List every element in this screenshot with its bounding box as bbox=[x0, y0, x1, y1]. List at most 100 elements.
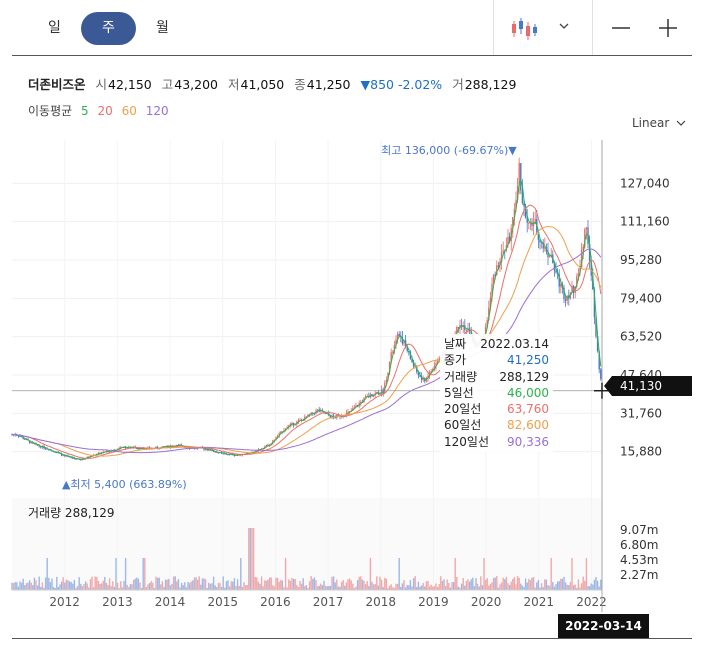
volume-bar bbox=[275, 577, 277, 590]
volume-bar bbox=[384, 577, 386, 590]
volume-bar bbox=[176, 581, 178, 590]
volume-bar bbox=[217, 582, 220, 590]
volume-bar bbox=[73, 579, 76, 590]
volume-bar bbox=[560, 578, 562, 590]
candle-body bbox=[398, 333, 400, 337]
candle-body bbox=[513, 208, 516, 218]
ma-legend-120[interactable]: 120 bbox=[145, 104, 169, 118]
volume-bar bbox=[347, 579, 349, 590]
ma-legend-5[interactable]: 5 bbox=[81, 104, 89, 118]
volume-bar bbox=[510, 581, 512, 590]
candle-body bbox=[433, 366, 436, 370]
volume-bar bbox=[539, 587, 541, 590]
volume-bar bbox=[505, 576, 508, 590]
volume-bar bbox=[348, 578, 351, 590]
volume-bar bbox=[457, 586, 460, 590]
price-tick-label: 31,760 bbox=[620, 406, 662, 420]
volume-bar bbox=[376, 576, 378, 590]
volume-bar bbox=[152, 582, 154, 590]
candle-body bbox=[548, 256, 551, 258]
axes: 127,040111,16095,28079,40063,52047,64031… bbox=[12, 140, 670, 609]
ma-legend-20[interactable]: 20 bbox=[97, 104, 113, 118]
volume-bar bbox=[310, 576, 312, 590]
tooltip-value: 41,250 bbox=[507, 353, 549, 368]
scale-selector[interactable]: Linear bbox=[632, 116, 686, 130]
volume-bar bbox=[313, 577, 316, 590]
candle-body bbox=[526, 217, 528, 223]
ma-legend-60[interactable]: 60 bbox=[121, 104, 137, 118]
volume-bar bbox=[161, 581, 164, 590]
volume-bar bbox=[256, 577, 258, 590]
chevron-down-icon[interactable] bbox=[557, 12, 571, 45]
volume-bar bbox=[500, 582, 503, 590]
volume-bar bbox=[542, 587, 544, 590]
candle-body bbox=[502, 250, 504, 253]
volume-bar bbox=[529, 580, 532, 590]
volume-tick-label: 9.07m bbox=[620, 523, 658, 537]
volume-bar bbox=[294, 578, 296, 590]
volume-bar bbox=[265, 580, 268, 590]
high-value: 43,200 bbox=[174, 77, 219, 92]
volume-value: 288,129 bbox=[464, 77, 517, 92]
candle-body bbox=[44, 448, 47, 450]
crosshair-date-label: 2022-03-14 bbox=[558, 614, 649, 638]
volume-bar bbox=[459, 587, 461, 590]
high-label: 고 bbox=[161, 77, 174, 92]
volume-bar bbox=[243, 582, 245, 590]
volume-bar bbox=[393, 587, 396, 590]
candle-body bbox=[496, 265, 498, 276]
year-tick-label: 2019 bbox=[418, 595, 449, 609]
volume-bar bbox=[467, 579, 469, 590]
candle-body bbox=[59, 452, 61, 454]
volume-bar bbox=[320, 583, 322, 590]
minus-icon[interactable] bbox=[610, 12, 632, 45]
volume-bar bbox=[520, 583, 522, 590]
candlestick-icon[interactable] bbox=[510, 12, 540, 45]
volume-bar bbox=[292, 578, 295, 590]
candle-body bbox=[224, 453, 226, 455]
volume-bar bbox=[118, 587, 120, 590]
tab-week[interactable]: 주 bbox=[81, 12, 136, 45]
volume-bar bbox=[40, 586, 42, 590]
volume-bar bbox=[531, 577, 533, 590]
plus-icon[interactable] bbox=[657, 12, 679, 45]
volume-bar bbox=[160, 584, 162, 590]
volume-bar bbox=[492, 577, 495, 590]
tooltip-row: 120일선 90,336 bbox=[444, 434, 549, 450]
volume-bar bbox=[81, 586, 84, 590]
volume-bar bbox=[449, 587, 452, 590]
candle-body bbox=[401, 337, 404, 344]
candle-body bbox=[395, 339, 397, 346]
volume-bar bbox=[116, 582, 119, 590]
volume-bar bbox=[587, 585, 589, 590]
volume-bar bbox=[156, 577, 159, 590]
candle-body bbox=[54, 451, 56, 453]
candle-body bbox=[313, 413, 316, 415]
volume-bar bbox=[440, 576, 442, 590]
volume-bar bbox=[321, 585, 324, 590]
candle-body bbox=[204, 448, 207, 450]
volume-bar bbox=[600, 579, 602, 590]
volume-bar bbox=[254, 577, 256, 590]
volume-bar bbox=[334, 582, 336, 590]
footer-rule bbox=[12, 638, 692, 639]
volume-bar bbox=[550, 558, 552, 590]
tab-month[interactable]: 월 bbox=[156, 20, 169, 36]
volume-bar bbox=[569, 581, 572, 590]
candle-body bbox=[438, 357, 440, 362]
tab-day[interactable]: 일 bbox=[48, 20, 61, 36]
volume-bar bbox=[182, 585, 184, 590]
quote-summary: 더존비즈온 시42,150 고43,200 저41,050 종41,250 ▼8… bbox=[28, 74, 522, 93]
candle-body bbox=[73, 458, 76, 460]
volume-bar bbox=[420, 585, 423, 590]
change-value: ▼850 bbox=[360, 77, 394, 92]
volume-bar bbox=[49, 582, 52, 590]
volume-bar bbox=[451, 582, 453, 590]
candle-body bbox=[347, 412, 349, 414]
volume-bar bbox=[576, 587, 578, 590]
volume-bar bbox=[344, 585, 346, 590]
volume-bar bbox=[337, 586, 340, 590]
volume-bar bbox=[598, 586, 600, 590]
year-tick-label: 2013 bbox=[102, 595, 133, 609]
